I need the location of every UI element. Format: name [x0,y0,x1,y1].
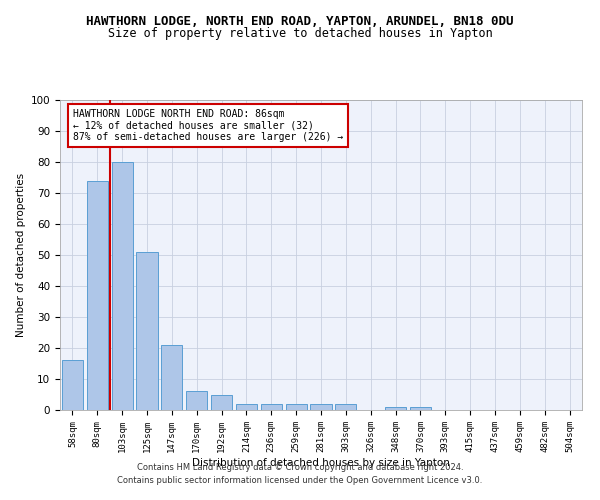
Bar [261,404,282,410]
Bar [236,404,257,410]
Text: HAWTHORN LODGE, NORTH END ROAD, YAPTON, ARUNDEL, BN18 0DU: HAWTHORN LODGE, NORTH END ROAD, YAPTON, … [86,15,514,28]
Bar [161,345,182,410]
Bar [335,404,356,410]
Bar [286,404,307,410]
Bar [186,392,207,410]
Bar [385,407,406,410]
X-axis label: Distribution of detached houses by size in Yapton: Distribution of detached houses by size … [192,458,450,468]
Bar [62,360,83,410]
Bar [310,404,332,410]
Bar [410,407,431,410]
Bar [87,180,108,410]
Text: HAWTHORN LODGE NORTH END ROAD: 86sqm
← 12% of detached houses are smaller (32)
8: HAWTHORN LODGE NORTH END ROAD: 86sqm ← 1… [73,110,343,142]
Text: Contains public sector information licensed under the Open Government Licence v3: Contains public sector information licen… [118,476,482,485]
Bar [211,394,232,410]
Text: Size of property relative to detached houses in Yapton: Size of property relative to detached ho… [107,28,493,40]
Text: Contains HM Land Registry data © Crown copyright and database right 2024.: Contains HM Land Registry data © Crown c… [137,464,463,472]
Bar [136,252,158,410]
Bar [112,162,133,410]
Y-axis label: Number of detached properties: Number of detached properties [16,173,26,337]
